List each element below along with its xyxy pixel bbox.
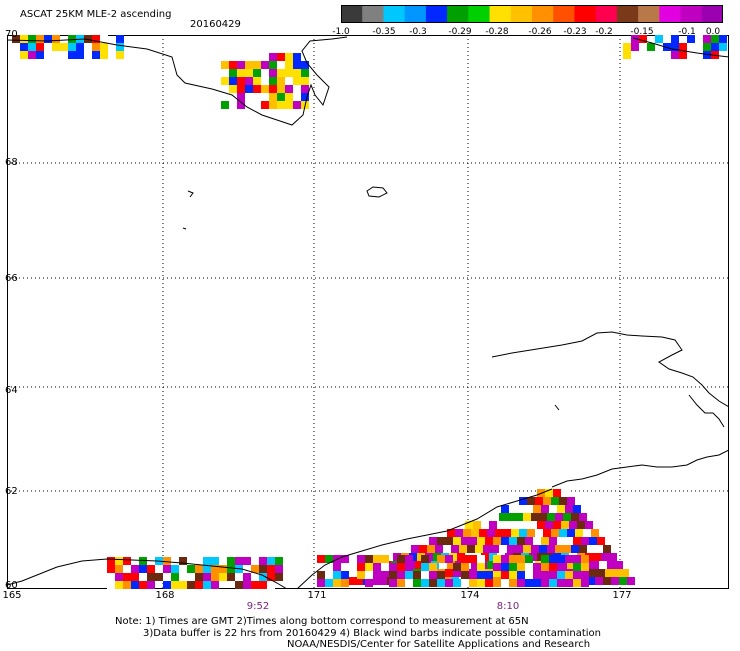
lon-label: 171 bbox=[307, 590, 327, 601]
colorbar-swatch bbox=[659, 5, 682, 23]
coastline-alaska-north bbox=[632, 37, 729, 58]
coastline-seward-peninsula bbox=[491, 331, 729, 408]
lon-label: 177 bbox=[612, 590, 632, 601]
product-title: ASCAT 25KM MLE-2 ascending bbox=[20, 9, 172, 20]
island-small-1 bbox=[366, 186, 388, 198]
colorbar-label: -0.26 bbox=[528, 27, 552, 37]
island-small-3 bbox=[182, 227, 187, 230]
coastlines bbox=[7, 36, 729, 589]
colorbar-swatch bbox=[616, 5, 639, 23]
colorbar-swatch bbox=[383, 5, 406, 23]
colorbar-swatch bbox=[362, 5, 384, 23]
lon-label: 174 bbox=[460, 590, 480, 601]
lon-label: 165 bbox=[2, 590, 22, 601]
coastline-yukon-delta bbox=[551, 449, 729, 488]
colorbar-label: -0.29 bbox=[448, 27, 472, 37]
note-line-1: Note: 1) Times are GMT 2)Times along bot… bbox=[115, 616, 529, 627]
pass-time: 8:10 bbox=[496, 601, 520, 612]
colorbar bbox=[341, 5, 723, 23]
colorbar-label: -0.35 bbox=[372, 27, 396, 37]
colorbar-swatch bbox=[489, 5, 512, 23]
note-line-2: 3)Data buffer is 22 hrs from 20160429 4)… bbox=[143, 628, 601, 639]
colorbar-swatch bbox=[341, 5, 363, 23]
graticule bbox=[7, 35, 729, 589]
lat-label: 64 bbox=[5, 385, 18, 396]
lat-label: 68 bbox=[5, 157, 18, 168]
colorbar-swatch bbox=[574, 5, 597, 23]
coastline-anadyr bbox=[296, 488, 553, 589]
colorbar-label: -0.15 bbox=[630, 27, 654, 37]
colorbar-swatch bbox=[701, 5, 723, 23]
colorbar-swatch bbox=[404, 5, 427, 23]
coastline-chukotka bbox=[7, 36, 348, 126]
colorbar-swatch bbox=[447, 5, 469, 23]
colorbar-label: -0.3 bbox=[409, 27, 427, 37]
colorbar-swatch bbox=[553, 5, 575, 23]
colorbar-swatch bbox=[595, 5, 618, 23]
lon-label: 168 bbox=[155, 590, 175, 601]
map-panel bbox=[7, 35, 729, 589]
colorbar-swatch bbox=[638, 5, 660, 23]
colorbar-label: -0.1 bbox=[678, 27, 696, 37]
pass-time: 9:52 bbox=[246, 601, 270, 612]
map-frame bbox=[7, 35, 729, 589]
lat-label: 66 bbox=[5, 273, 18, 284]
lat-label: 60 bbox=[5, 580, 18, 591]
colorbar-swatch bbox=[532, 5, 554, 23]
note-line-3: NOAA/NESDIS/Center for Satellite Applica… bbox=[287, 639, 591, 650]
colorbar-label: 0.0 bbox=[705, 27, 721, 37]
data-pixels bbox=[12, 35, 727, 589]
colorbar-swatch bbox=[425, 5, 448, 23]
island-stlawrence bbox=[554, 404, 560, 411]
colorbar-label: -0.28 bbox=[485, 27, 509, 37]
colorbar-frame bbox=[341, 5, 723, 23]
colorbar-label: -0.2 bbox=[595, 27, 613, 37]
product-date: 20160429 bbox=[190, 19, 241, 30]
island-small-2 bbox=[187, 190, 194, 198]
colorbar-swatch bbox=[680, 5, 703, 23]
colorbar-swatch bbox=[510, 5, 533, 23]
lat-label: 70 bbox=[5, 29, 18, 40]
coastline-bering-south bbox=[7, 558, 288, 589]
colorbar-swatch bbox=[468, 5, 491, 23]
lat-label: 62 bbox=[5, 486, 18, 497]
coastline-norton-sound bbox=[688, 394, 725, 428]
colorbar-label: -0.23 bbox=[563, 27, 587, 37]
colorbar-label: -1.0 bbox=[332, 27, 350, 37]
